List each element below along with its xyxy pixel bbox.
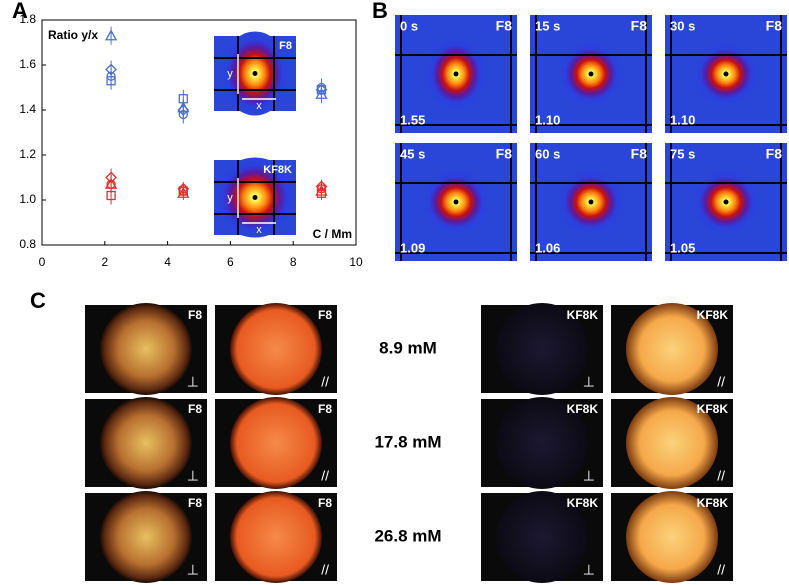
inset-x: x [256,224,262,236]
point [104,29,118,41]
sample-label: F8 [318,402,332,416]
sample-label: F8 [631,146,648,162]
sample-label: F8 [766,18,783,34]
point [315,184,328,196]
ratio-label: 1.06 [535,240,560,255]
center-dot [453,199,459,205]
y-tick-label: 1.6 [19,57,36,71]
sample-label: KF8K [567,308,599,322]
x-tick-label: 6 [227,255,234,269]
x-tick-label: 0 [39,255,46,269]
y-tick-label: 0.8 [19,237,36,251]
point [178,94,188,104]
plot-frame [41,19,357,246]
polarization: // [717,374,725,390]
ratio-label: 1.10 [535,112,560,127]
micrograph [230,397,322,489]
sample-label: KF8K [697,308,729,322]
sample-label: F8 [631,18,648,34]
polarization: ⊥ [187,374,199,390]
polarization: // [321,562,329,578]
micrograph [230,303,322,395]
polarization: // [321,374,329,390]
polarization: // [717,468,725,484]
inset-sample: KF8K [263,164,292,176]
y-axis-label: Ratio y/x [48,28,98,42]
sample-label: KF8K [697,402,729,416]
panel-label: A [12,0,28,23]
concentration: 8.9 mM [379,338,437,357]
center-dot [723,199,729,205]
x-axis-label: C / Mm [313,227,352,241]
polarization: ⊥ [583,374,595,390]
ratio-label: 1.05 [670,240,695,255]
sample-label: F8 [188,308,202,322]
time-label: 15 s [535,18,560,33]
x-tick-label: 2 [101,255,108,269]
micrograph [626,491,718,583]
sample-label: F8 [188,496,202,510]
micrograph [626,397,718,489]
point [178,109,188,120]
polarization: ⊥ [187,562,199,578]
y-tick-label: 1.8 [19,12,36,26]
inset-x: x [256,100,262,112]
ratio-label: 1.09 [400,240,425,255]
sample-label: F8 [318,496,332,510]
ratio-label: 1.10 [670,112,695,127]
sample-label: KF8K [567,496,599,510]
center-dot [252,71,258,76]
micrograph [496,397,588,489]
sample-label: KF8K [697,496,729,510]
time-label: 60 s [535,146,560,161]
x-tick-label: 10 [349,255,363,269]
inset-y: y [227,192,233,204]
point [316,85,327,95]
x-tick-label: 4 [164,255,171,269]
time-label: 0 s [400,18,418,33]
center-dot [453,71,459,77]
polarization: // [717,562,725,578]
sample-label: F8 [496,146,513,162]
center-dot [723,71,729,77]
sample-label: F8 [318,308,332,322]
micrograph [230,491,322,583]
inset-y: y [227,68,233,80]
time-label: 75 s [670,146,695,161]
micrograph [496,303,588,395]
x-tick-label: 8 [290,255,297,269]
polarization: ⊥ [583,468,595,484]
point [106,76,116,86]
concentration: 26.8 mM [374,526,441,545]
time-label: 45 s [400,146,425,161]
point [104,177,118,189]
micrograph [100,303,192,395]
y-tick-label: 1.4 [19,102,36,116]
y-tick-label: 1.2 [19,147,36,161]
panel-label: C [30,288,46,313]
center-dot [252,195,258,200]
sample-label: F8 [496,18,513,34]
polarization: // [321,468,329,484]
center-dot [588,71,594,77]
concentration: 17.8 mM [374,432,441,451]
y-tick-label: 1.0 [19,192,36,206]
micrograph [626,303,718,395]
micrograph [100,491,192,583]
panel-label: B [372,0,388,23]
time-label: 30 s [670,18,695,33]
micrograph [100,397,192,489]
center-dot [588,199,594,205]
sample-label: F8 [766,146,783,162]
sample-label: KF8K [567,402,599,416]
polarization: ⊥ [187,468,199,484]
sample-label: F8 [188,402,202,416]
point [177,186,190,198]
polarization: ⊥ [583,562,595,578]
ratio-label: 1.55 [400,112,425,127]
inset-sample: F8 [279,40,292,52]
micrograph [496,491,588,583]
